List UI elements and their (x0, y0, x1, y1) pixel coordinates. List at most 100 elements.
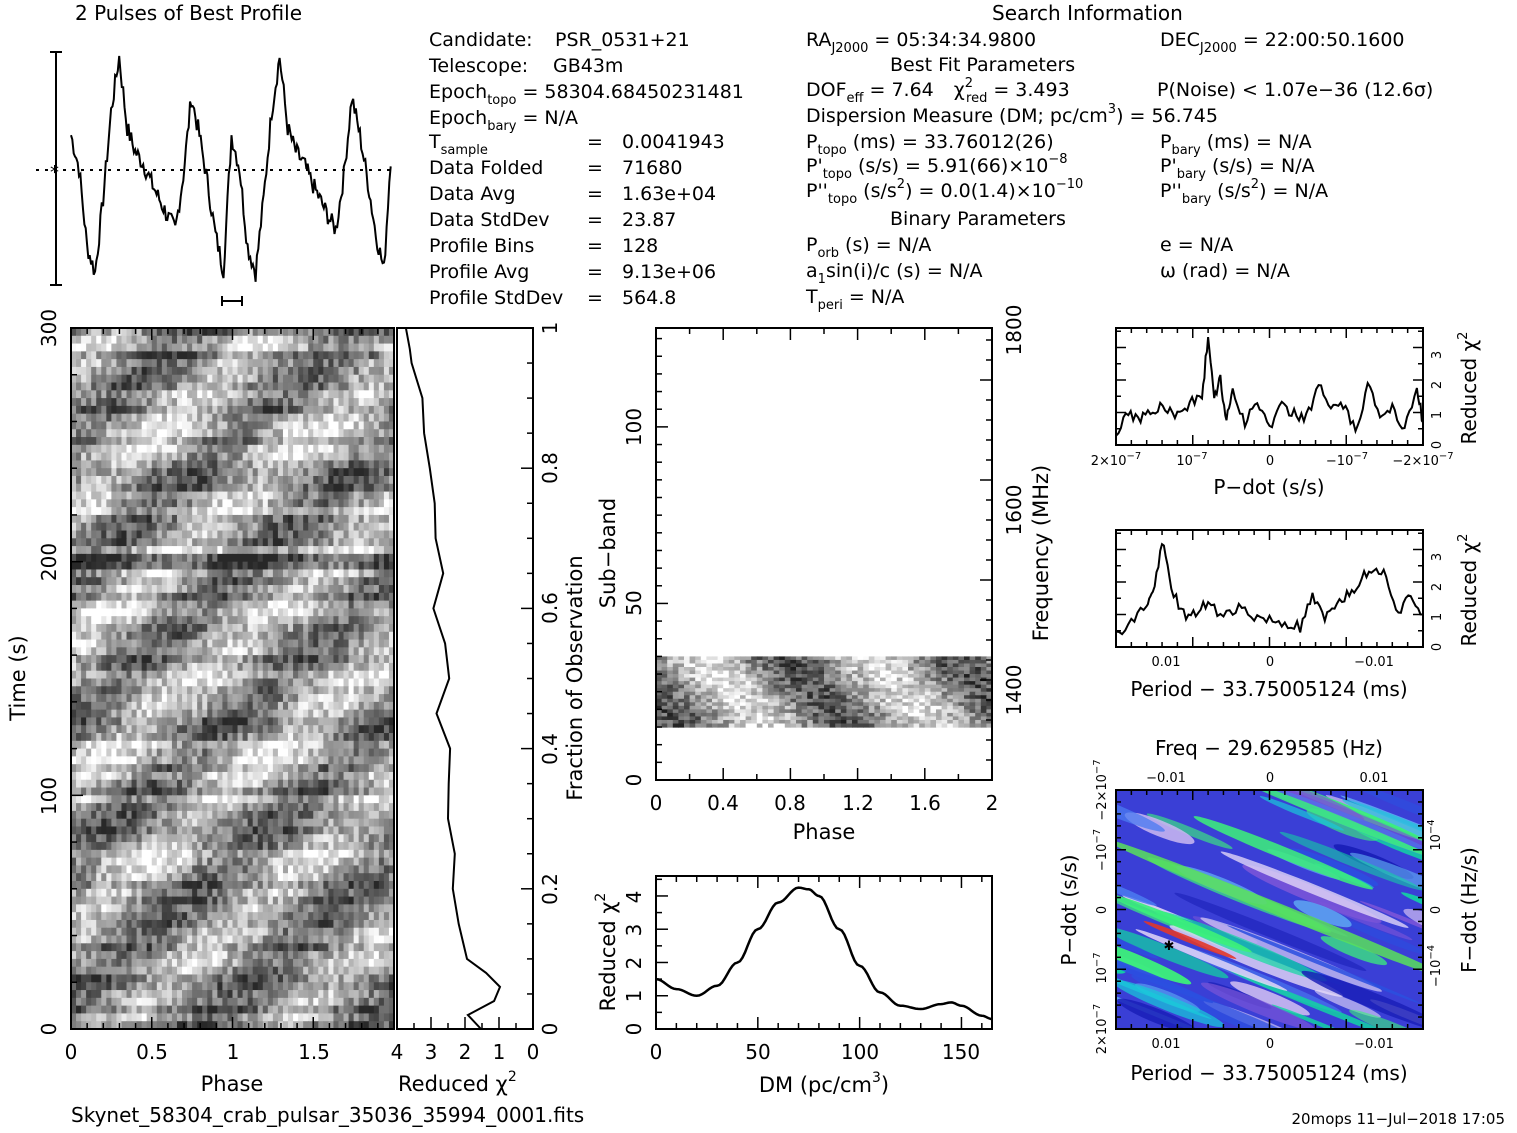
tp-cell (141, 499, 148, 508)
tp-cell (257, 795, 264, 804)
tp-cell (298, 888, 304, 898)
tp-cell (136, 616, 143, 625)
tp-cell (207, 600, 213, 609)
tp-cell (282, 592, 289, 602)
tp-cell (333, 888, 340, 898)
tp-cell (298, 748, 304, 757)
tp-cell (207, 382, 213, 391)
tp-cell (217, 787, 224, 796)
tp-cell (91, 437, 97, 446)
tp-cell (222, 546, 229, 555)
tp-cell (171, 834, 178, 843)
tp-cell (101, 351, 107, 360)
tp-cell (383, 810, 390, 820)
tp-cell (252, 328, 259, 337)
tp-cell (378, 803, 385, 812)
tp-cell (343, 374, 350, 384)
tp-cell (116, 849, 123, 859)
tp-cell (96, 678, 102, 687)
tp-cell (237, 740, 244, 750)
tp-cell (136, 623, 143, 633)
tp-cell (328, 912, 335, 921)
tp-cell (378, 701, 385, 711)
tp-cell (131, 701, 138, 711)
tp-cell (267, 382, 274, 391)
tp-cell (166, 748, 173, 757)
tp-cell (207, 670, 213, 680)
tp-cell (232, 343, 239, 352)
tp-cell (383, 670, 390, 680)
tp-cell (146, 919, 153, 929)
tp-cell (308, 896, 314, 905)
tp-cell (242, 873, 249, 882)
tp-cell (207, 483, 213, 493)
tp-cell (222, 343, 229, 352)
tp-cell (171, 795, 178, 804)
tp-cell (388, 919, 394, 929)
tp-cell (272, 351, 279, 360)
tp-cell (333, 561, 340, 571)
tp-cell (348, 475, 355, 485)
tp-cell (202, 694, 208, 703)
tp-cell (71, 616, 77, 625)
tp-cell (348, 577, 355, 586)
tp-cell (116, 351, 123, 360)
tp-cell (373, 359, 380, 368)
tp-cell (343, 491, 350, 500)
tp-cell (151, 382, 158, 391)
tp-cell (298, 787, 304, 796)
tp-cell (111, 413, 118, 423)
tp-cell (192, 701, 198, 711)
tp-cell (222, 522, 229, 532)
tp-cell (126, 888, 133, 898)
tp-cell (217, 810, 224, 820)
tp-cell (146, 748, 153, 757)
tp-cell (86, 912, 92, 921)
tp-cell (313, 522, 319, 532)
tp-cell (363, 764, 370, 773)
tp-cell (373, 491, 380, 500)
tp-cell (303, 779, 309, 789)
tp-cell (151, 569, 158, 578)
tp-cell (288, 639, 294, 648)
tp-cell (146, 328, 153, 337)
tp-cell (328, 888, 335, 898)
tp-cell (288, 670, 294, 680)
tp-cell (333, 460, 340, 469)
tp-cell (247, 499, 254, 508)
tp-cell (358, 826, 365, 835)
tp-cell (171, 787, 178, 796)
tp-cell (71, 343, 77, 352)
tp-cell (192, 787, 198, 796)
tp-cell (368, 733, 375, 742)
tp-cell (182, 670, 188, 680)
tp-cell (388, 600, 394, 609)
tp-cell (363, 359, 370, 368)
tp-cell (86, 328, 92, 337)
tp-cell (212, 927, 218, 937)
tp-cell (116, 608, 123, 617)
tp-cell (237, 904, 244, 913)
tp-cell (232, 748, 239, 757)
tp-cell (146, 553, 153, 563)
tp-cell (257, 608, 264, 617)
tp-cell (368, 398, 375, 407)
tp-cell (227, 600, 234, 609)
tp-cell (176, 585, 183, 594)
tp-cell (192, 842, 198, 851)
tp-cell (328, 546, 335, 555)
tp-cell (383, 522, 390, 532)
tp-cell (151, 834, 158, 843)
tp-cell (166, 881, 173, 890)
tp-cell (328, 771, 335, 781)
tp-cell (171, 468, 178, 477)
tp-cell (192, 514, 198, 524)
tp-cell (343, 865, 350, 874)
tp-cell (222, 413, 229, 423)
tp-cell (277, 631, 284, 641)
tp-cell (227, 818, 234, 828)
tp-cell (353, 787, 360, 796)
tp-cell (288, 522, 294, 532)
tp-cell (298, 359, 304, 368)
tp-cell (212, 351, 218, 360)
